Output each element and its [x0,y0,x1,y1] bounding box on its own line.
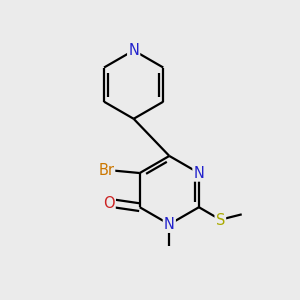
Text: N: N [128,43,139,58]
Text: N: N [164,217,175,232]
Text: Br: Br [98,163,114,178]
Text: S: S [216,213,225,228]
Text: O: O [103,196,115,211]
Text: N: N [194,166,204,181]
